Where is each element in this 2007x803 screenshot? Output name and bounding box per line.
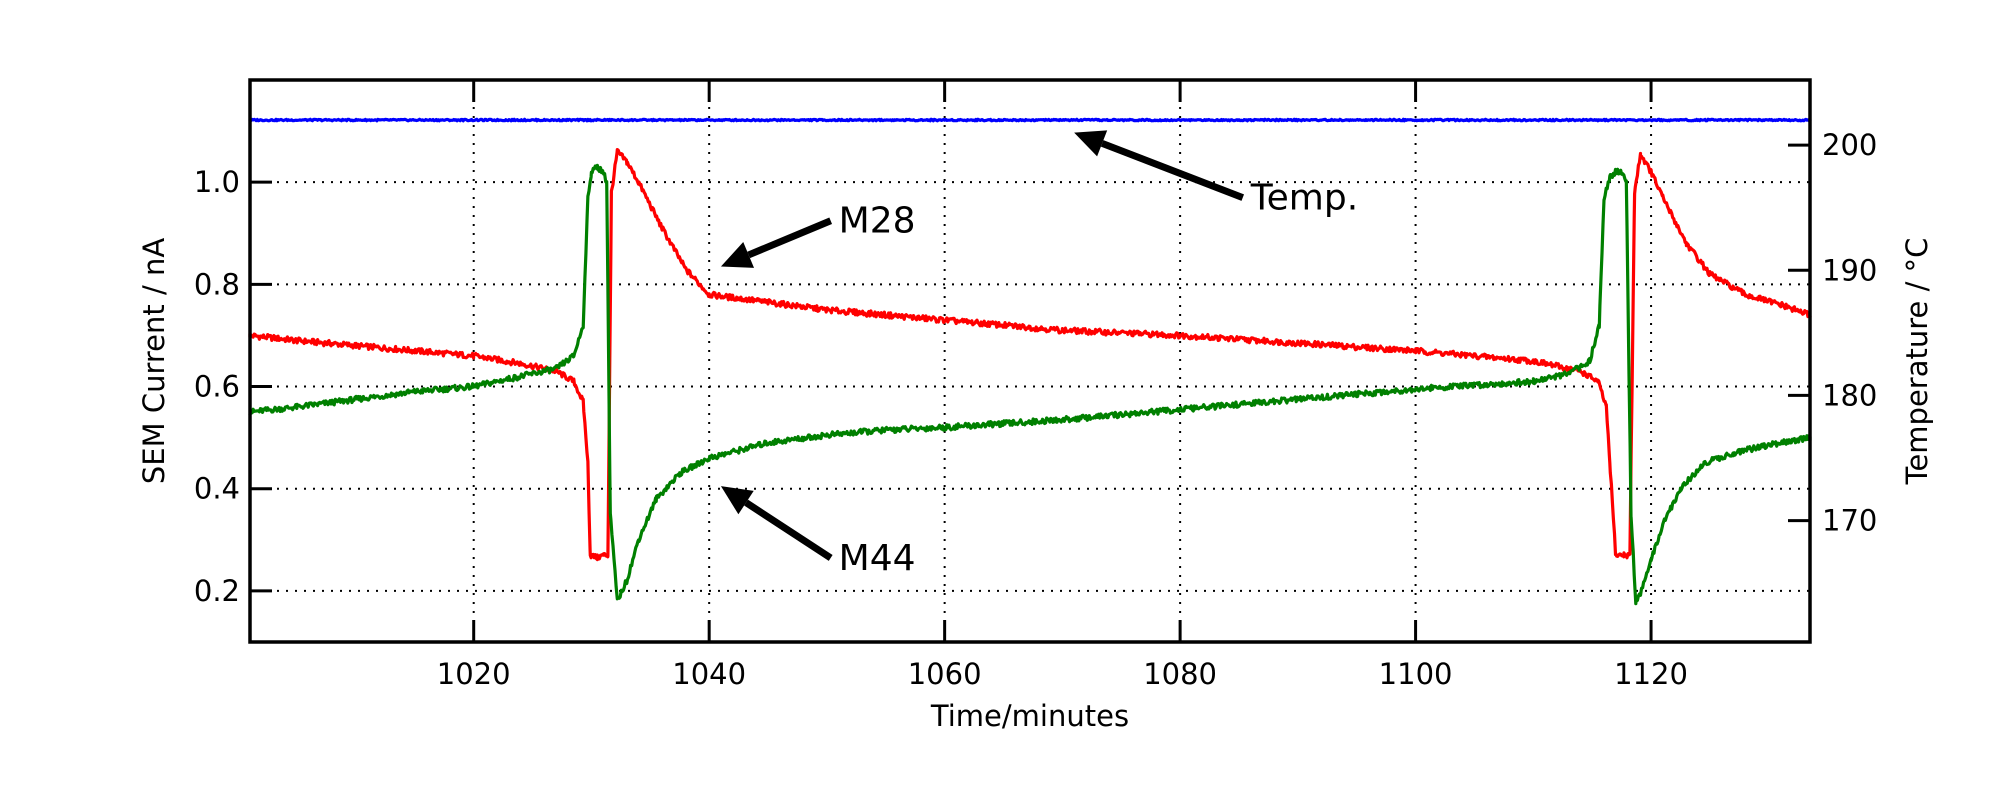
y-tick-label: 1.0 — [194, 165, 240, 199]
y2-tick-label: 200 — [1822, 128, 1877, 162]
x-tick-label: 1100 — [1379, 657, 1453, 691]
x-tick-label: 1120 — [1614, 657, 1688, 691]
plot-series — [248, 117, 1812, 606]
annotation-label: M28 — [839, 201, 916, 242]
y-tick-label: 0.8 — [194, 267, 240, 301]
x-tick-label: 1080 — [1143, 657, 1217, 691]
annotation-arrow-head — [720, 486, 754, 515]
y2-axis-label: Temperature / °C — [1900, 238, 1934, 486]
x-tick-label: 1060 — [908, 657, 982, 691]
annotation-arrow-head — [720, 242, 755, 268]
x-axis-label: Time/minutes — [930, 699, 1129, 733]
annotations: M28 M44 Temp. — [720, 130, 1358, 579]
grid-lines — [250, 80, 1810, 642]
y-tick-label: 0.4 — [194, 472, 240, 506]
series-line-m44 — [248, 163, 1812, 606]
annotation-label: Temp. — [1250, 178, 1358, 219]
y2-tick-label: 190 — [1822, 253, 1877, 287]
series-line-m28 — [248, 148, 1812, 562]
annotation-label: M44 — [839, 538, 916, 579]
y-axis-label: SEM Current / nA — [137, 238, 171, 484]
plot-frame — [248, 78, 1812, 644]
annotation-arrow-head — [1074, 130, 1108, 157]
annotation-arrow-shaft — [744, 499, 833, 561]
axis-ticks: 1020 1040 1060 1080 1100 1120 0.2 0.4 0.6 0.8 1.0 1… — [194, 80, 1877, 691]
x-tick-label: 1040 — [672, 657, 746, 691]
annotation-arrow-shaft — [747, 217, 833, 259]
annotation-arrow-shaft — [1100, 140, 1245, 201]
y-tick-label: 0.2 — [194, 574, 240, 608]
y2-tick-label: 180 — [1822, 378, 1877, 412]
y-tick-label: 0.6 — [194, 370, 240, 404]
x-tick-label: 1020 — [437, 657, 511, 691]
series-line-temp — [248, 117, 1812, 123]
y2-tick-label: 170 — [1822, 504, 1877, 538]
